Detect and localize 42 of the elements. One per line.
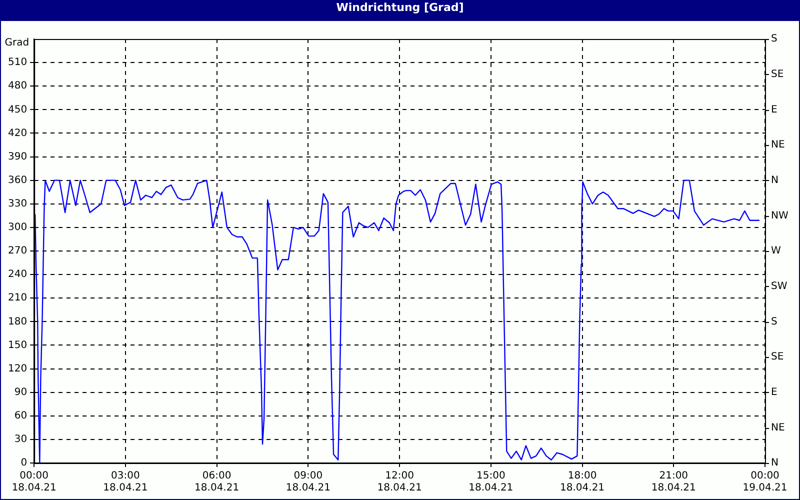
y-tick-label: 270 <box>8 246 28 257</box>
chart-title: Windrichtung [Grad] <box>1 1 799 21</box>
text: NE <box>771 140 785 151</box>
y-tick-label: 450 <box>8 104 28 116</box>
y-tick-label: 360 <box>8 174 28 186</box>
y-tick-label: 420 <box>8 128 28 139</box>
text: S <box>771 316 778 328</box>
y-tick-label: 0 <box>20 458 28 469</box>
y-tick-label: 120 <box>8 363 28 374</box>
y-tick-label: 90 <box>14 386 28 398</box>
y-tick-label: 390 <box>8 151 28 162</box>
x-tick-label: 00:00 18.04.21 <box>12 470 56 494</box>
y-tick-label: 330 <box>8 198 28 210</box>
text: N <box>771 174 778 186</box>
y-tick-label: 240 <box>8 269 28 280</box>
x-tick-label: 15:00 18.04.21 <box>468 470 514 494</box>
x-tick-label: 06:00 18.04.21 <box>194 470 240 494</box>
x-tick-label: 21:00 18.04.21 <box>651 470 696 494</box>
x-tick-label: 09:00 18.04.21 <box>286 470 330 494</box>
y-tick-label: 30 <box>14 434 28 446</box>
x-tick-label: 03:00 18.04.21 <box>103 470 148 494</box>
text: W <box>771 246 781 257</box>
y-tick-label: 510 <box>8 57 28 68</box>
x-tick-label: 00:00 19.04.21 <box>742 470 788 494</box>
y-axis-title: Grad <box>4 38 30 49</box>
text: S <box>771 34 778 45</box>
text: NE <box>771 422 785 434</box>
x-tick-label: 12:00 18.04.21 <box>377 470 422 494</box>
text: E <box>771 104 778 116</box>
text: E <box>771 386 778 398</box>
text: N <box>771 458 778 469</box>
y-tick-label: 210 <box>8 292 28 304</box>
x-tick-label: 18:00 18.04.21 <box>560 470 605 494</box>
text: SE <box>771 68 784 80</box>
y-tick-label: 300 <box>8 222 28 234</box>
y-tick-label: 180 <box>8 316 28 328</box>
text: NW <box>771 210 788 222</box>
y-tick-label: 60 <box>14 410 28 422</box>
text: SW <box>771 280 788 292</box>
text: SE <box>771 352 784 363</box>
y-tick-label: 480 <box>8 80 28 92</box>
y-tick-label: 150 <box>8 340 28 351</box>
